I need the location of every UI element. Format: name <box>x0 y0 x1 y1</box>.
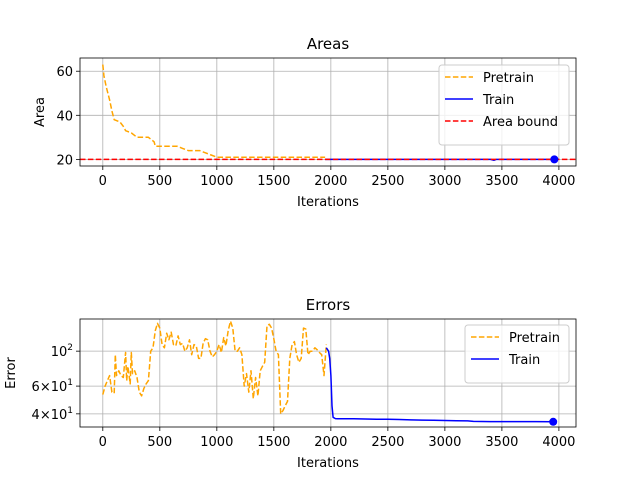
subplot-2-axes-frame <box>79 318 577 428</box>
subplot-1-x-tick-label-4: 2000 <box>314 174 347 189</box>
subplot-2-x-tick-label-0: 0 <box>99 435 107 450</box>
subplot-2-x-tick-label-8: 4000 <box>542 435 575 450</box>
subplot-1-x-tick-label-6: 3000 <box>428 174 461 189</box>
subplot-1-y-axis-label: Area <box>33 97 48 127</box>
subplot-1-legend-label-2: Train <box>482 93 514 108</box>
subplot-2-data <box>102 320 554 423</box>
subplot-2-legend-label-2: Train <box>508 353 540 368</box>
subplot-2: 0 500 1000 1500 2000 2500 3000 3500 4000 4×101 6×1… <box>4 296 577 471</box>
subplot-1-x-axis-label: Iterations <box>297 195 359 210</box>
subplot-2-legend-label-1: Pretrain <box>509 331 560 346</box>
subplot-2-x-axis-label: Iterations <box>297 456 359 471</box>
subplot-1-x-tick-label-0: 0 <box>99 174 107 189</box>
subplot-1-legend-label-3: Area bound <box>483 115 558 130</box>
subplot-1-y-tick-label-2: 60 <box>56 65 73 80</box>
subplot-2-y-tick-label-exp-1: 1 <box>67 378 73 388</box>
subplot-2-title: Errors <box>306 296 351 314</box>
subplot-1-y-tick-label-0: 20 <box>56 153 73 168</box>
subplot-2-x-tick-label-1: 500 <box>147 435 172 450</box>
subplot-2-x-tick-label-5: 2500 <box>371 435 404 450</box>
subplot-2-series-end-marker-2 <box>549 417 558 426</box>
subplot-2-legend: Pretrain Train <box>464 324 570 384</box>
subplot-2-x-tick-label-4: 2000 <box>314 435 347 450</box>
subplot-2-x-tick-label-6: 3000 <box>428 435 461 450</box>
subplot-2-y-tick-label-0: 4×101 <box>32 406 73 423</box>
subplot-2-x-tick-label-7: 3500 <box>485 435 518 450</box>
subplot-1-legend: Pretrain Train Area bound <box>438 64 570 146</box>
subplot-1: 0 500 1000 1500 2000 2500 3000 3500 4000 20 40 60 It… <box>33 35 577 210</box>
subplot-2-y-tick-label-exp-0: 1 <box>67 406 73 416</box>
subplot-2-x-tick-label-3: 1500 <box>257 435 290 450</box>
subplot-1-legend-box <box>438 64 570 146</box>
subplot-2-series-line-2 <box>325 347 554 423</box>
subplot-1-y-tick-label-1: 40 <box>56 109 73 124</box>
subplot-2-series-line-1 <box>102 320 328 415</box>
subplot-1-axes-frame <box>79 57 577 167</box>
subplot-2-y-tick-label-1: 6×101 <box>32 378 73 395</box>
subplot-2-legend-box <box>464 324 570 384</box>
subplot-1-series-line-1 <box>102 64 326 158</box>
subplot-2-y-tick-label-exp-2: 2 <box>67 343 73 353</box>
subplot-2-x-tick-label-2: 1000 <box>200 435 233 450</box>
subplot-1-x-tick-label-2: 1000 <box>200 174 233 189</box>
subplot-2-y-axis-label: Error <box>4 357 19 389</box>
subplot-1-title: Areas <box>307 35 350 53</box>
subplot-1-x-tick-label-5: 2500 <box>371 174 404 189</box>
subplot-1-x-tick-label-8: 4000 <box>542 174 575 189</box>
subplot-1-x-tick-label-1: 500 <box>147 174 172 189</box>
subplot-1-x-tick-label-7: 3500 <box>485 174 518 189</box>
subplot-1-data <box>80 64 576 162</box>
subplot-2-y-tick-label-2: 102 <box>51 343 73 360</box>
subplot-1-x-tick-label-3: 1500 <box>257 174 290 189</box>
subplot-1-legend-label-1: Pretrain <box>483 71 534 86</box>
subplot-1-series-end-marker-2 <box>550 155 559 164</box>
